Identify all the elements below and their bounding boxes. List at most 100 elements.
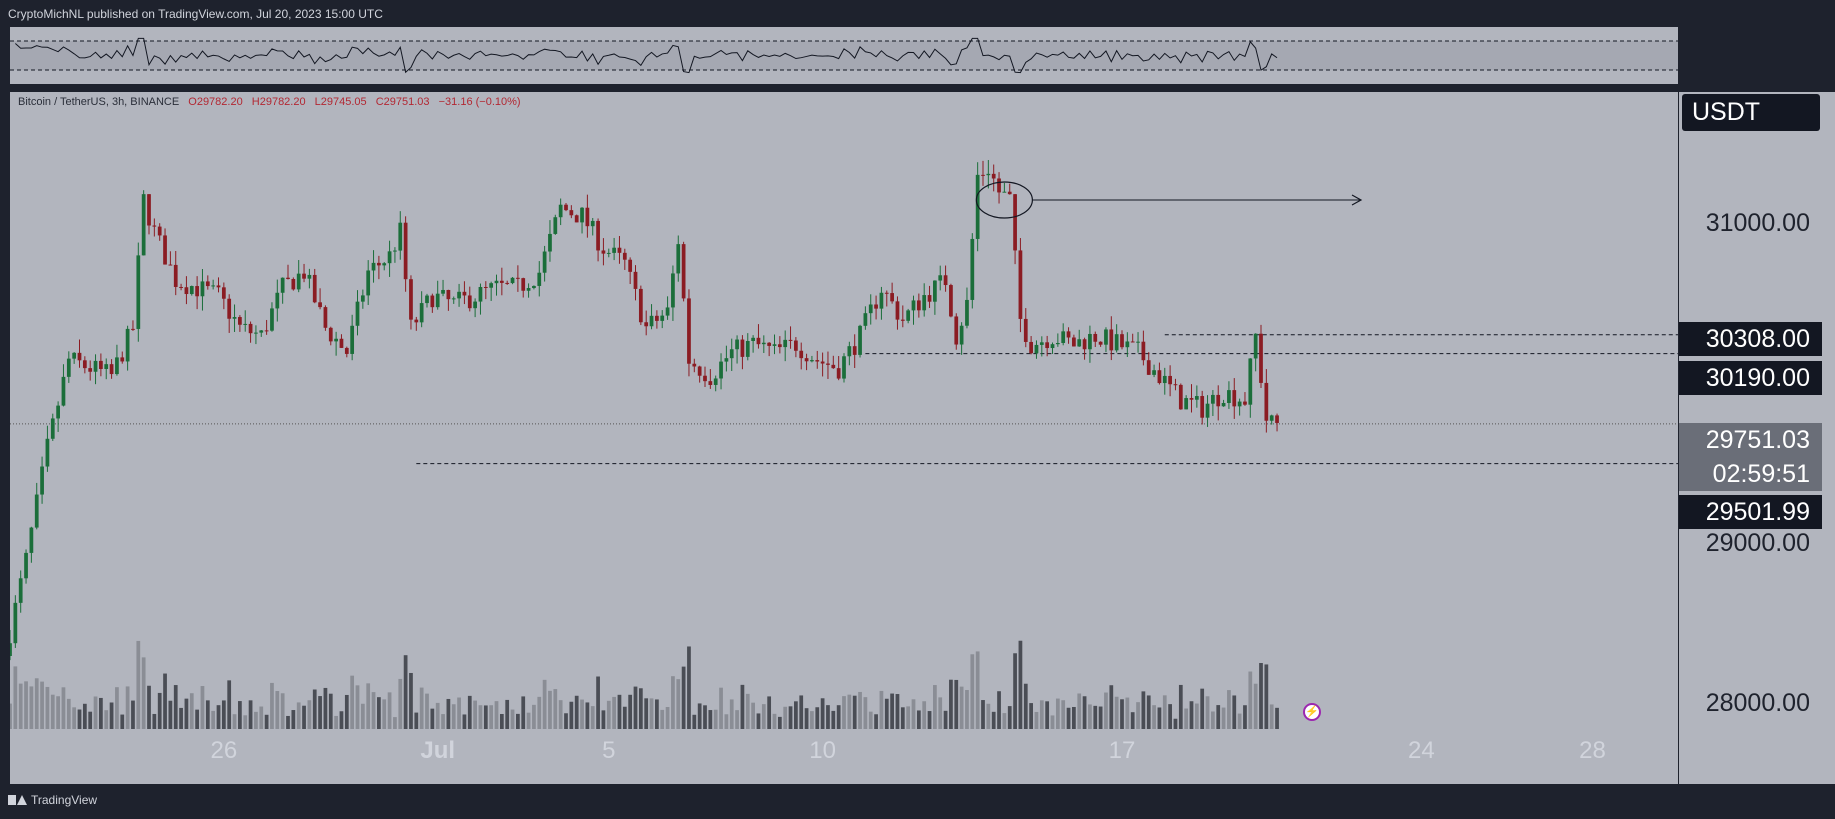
footer-brand: TradingView (31, 793, 98, 807)
volume-bar (505, 699, 510, 729)
candle-body (1269, 415, 1274, 421)
candle-body (248, 323, 253, 334)
last-price-label: 29751.03 (1679, 423, 1822, 457)
volume-bar (296, 702, 301, 729)
volume-bar (344, 694, 349, 729)
volume-bar (430, 708, 435, 729)
candle-body (179, 286, 183, 288)
candle-body (574, 215, 579, 223)
candle-body (1205, 403, 1210, 418)
volume-bar (933, 685, 937, 729)
volume-bar (1152, 705, 1156, 729)
change-value: −31.16 (−0.10%) (438, 96, 521, 108)
candle-body (751, 337, 755, 341)
candle-body (173, 264, 178, 287)
candle-body (606, 252, 611, 254)
price-tick-label: 29000.00 (1705, 529, 1810, 557)
price-tick-label: 28000.00 (1705, 689, 1810, 717)
candle-body (24, 552, 28, 579)
volume-bar (88, 711, 93, 729)
date-tick-label: 5 (602, 737, 615, 764)
candle-body (82, 360, 87, 369)
candle-body (906, 310, 911, 321)
candle-body (729, 349, 734, 359)
candle-body (548, 233, 552, 252)
volume-bar (280, 693, 285, 729)
flash-icon[interactable]: ⚡ (1303, 703, 1321, 721)
candle-body (1018, 250, 1023, 319)
candle-body (708, 381, 713, 385)
volume-bar (831, 710, 836, 729)
candle-body (938, 275, 943, 281)
price-chart[interactable] (8, 92, 1678, 784)
volume-bar (302, 705, 306, 729)
volume-bar (8, 703, 12, 729)
volume-bar (1125, 697, 1130, 729)
candle-body (307, 274, 312, 279)
candle-body (532, 285, 536, 289)
candle-body (922, 295, 927, 311)
candle-body (1189, 398, 1194, 400)
volume-bar (318, 696, 322, 729)
candle-body (1136, 341, 1140, 343)
volume-bar (687, 646, 691, 729)
volume-bar (13, 666, 18, 729)
volume-bar (1200, 688, 1205, 729)
candle-body (141, 194, 146, 256)
candle-body (387, 251, 392, 264)
volume-bar (248, 700, 253, 729)
volume-bar (425, 693, 429, 729)
volume-bar (1157, 707, 1162, 729)
candle-body (916, 300, 921, 311)
candle-body (483, 286, 488, 288)
time-axis[interactable]: 26 Jul 5 10 17 24 28 (10, 728, 1678, 783)
volume-bar (735, 710, 739, 729)
candle-body (1178, 384, 1183, 410)
candle-body (959, 325, 964, 345)
candle-body (553, 217, 558, 234)
volume-bar (863, 697, 868, 729)
countdown-label: 02:59:51 (1679, 457, 1822, 491)
candle-body (189, 286, 194, 295)
candle-body (211, 285, 216, 287)
volume-bar (644, 698, 649, 729)
candle-body (1264, 382, 1269, 421)
volume-bar (970, 654, 975, 729)
candle-body (858, 325, 862, 355)
volume-bar (884, 698, 889, 729)
candle-body (462, 291, 467, 296)
candle-body (195, 286, 199, 297)
volume-bar (815, 707, 820, 729)
volume-bar (312, 689, 317, 729)
volume-bar (660, 709, 665, 729)
volume-bar (1077, 693, 1082, 729)
volume-bar (195, 709, 199, 729)
candle-body (339, 338, 344, 348)
volume-bar (927, 711, 932, 729)
volume-bar (751, 702, 755, 729)
volume-bar (82, 703, 87, 729)
volume-bar (152, 713, 157, 729)
volume-bar (216, 705, 221, 729)
volume-bar (1050, 715, 1055, 729)
candle-body (569, 210, 574, 216)
candle-body (1216, 394, 1221, 407)
volume-bar (820, 698, 825, 729)
candle-body (323, 307, 328, 328)
volume-bar (1194, 703, 1199, 729)
candle-body (216, 285, 221, 288)
volume-bar (911, 699, 916, 729)
volume-bar (387, 692, 392, 729)
volume-bar (1023, 683, 1028, 729)
level-high-label: 30308.00 (1679, 322, 1822, 356)
volume-bar (649, 698, 654, 729)
candle-body (232, 317, 237, 319)
candle-body (72, 352, 77, 359)
volume-bar (1189, 701, 1194, 729)
currency-button[interactable]: USDT (1682, 94, 1820, 131)
volume-bar (99, 697, 103, 729)
candle-body (660, 315, 665, 321)
main-chart-pane[interactable] (8, 92, 1678, 784)
candle-body (29, 527, 34, 553)
volume-bar (585, 702, 590, 729)
